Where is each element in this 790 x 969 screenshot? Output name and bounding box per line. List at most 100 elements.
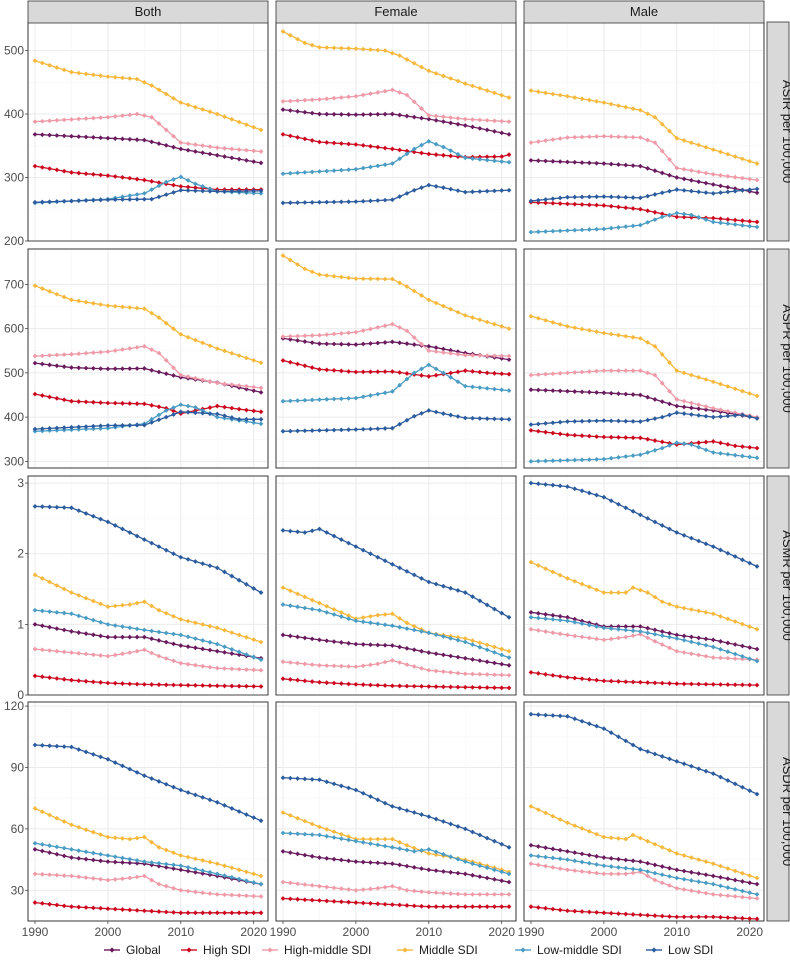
data-point-high-sdi [601, 910, 607, 916]
strip-label-female: Female [374, 4, 417, 19]
data-point-low-middle-sdi [411, 146, 417, 152]
data-point-high-sdi [681, 914, 687, 920]
data-point-global [192, 645, 198, 651]
data-point-high-middle-sdi [477, 891, 483, 897]
data-point-global [353, 112, 359, 118]
panel-asmr-per-100-000-male [523, 475, 765, 696]
data-point-low-sdi [623, 505, 629, 511]
data-point-global [98, 858, 104, 864]
data-point-low-middle-sdi [484, 865, 490, 871]
data-point-global [324, 638, 330, 644]
data-point-middle-sdi [688, 855, 694, 860]
data-point-low-middle-sdi [747, 656, 753, 662]
panel-series-asmr-per-100-000-female [280, 526, 512, 691]
data-point-low-sdi [236, 416, 242, 422]
data-point-high-sdi [623, 679, 629, 685]
data-point-high-middle-sdi [309, 662, 315, 668]
data-point-middle-sdi [32, 572, 38, 578]
data-point-low-sdi [448, 585, 454, 591]
data-point-high-sdi [141, 682, 147, 687]
data-point-low-middle-sdi [338, 836, 344, 842]
data-point-middle-sdi [120, 304, 125, 310]
data-point-high-middle-sdi [397, 325, 403, 330]
data-point-low-sdi [163, 192, 169, 198]
data-point-high-middle-sdi [309, 882, 315, 888]
data-point-high-sdi [375, 369, 381, 375]
data-point-middle-sdi [747, 624, 753, 630]
data-point-high-middle-sdi [90, 652, 96, 658]
data-point-middle-sdi [32, 58, 38, 64]
data-point-low-sdi [338, 199, 344, 205]
data-point-middle-sdi [207, 109, 213, 115]
data-point-high-middle-sdi [637, 368, 643, 374]
data-point-high-middle-sdi [754, 177, 760, 183]
data-point-low-middle-sdi [608, 225, 614, 231]
data-point-global [637, 859, 643, 865]
data-point-high-middle-sdi [185, 141, 191, 147]
data-point-middle-sdi [397, 53, 403, 59]
data-point-low-sdi [732, 413, 738, 418]
data-point-low-sdi [39, 504, 45, 510]
data-point-global [411, 342, 417, 347]
data-point-high-sdi [535, 428, 541, 434]
data-point-low-middle-sdi [455, 379, 461, 385]
data-point-high-sdi [375, 901, 381, 907]
data-point-high-sdi [178, 184, 184, 189]
data-point-low-middle-sdi [637, 222, 643, 228]
x-tick-label: 1990 [22, 925, 49, 939]
data-point-low-middle-sdi [645, 630, 651, 636]
data-point-low-middle-sdi [477, 863, 483, 869]
data-point-low-middle-sdi [462, 859, 468, 865]
data-point-low-sdi [185, 409, 191, 415]
data-point-global [630, 624, 636, 629]
data-point-middle-sdi [185, 102, 191, 108]
data-point-low-sdi [470, 594, 475, 600]
data-point-low-sdi [484, 416, 490, 422]
data-point-high-middle-sdi [579, 869, 585, 874]
data-point-global [579, 160, 585, 166]
data-point-middle-sdi [149, 839, 155, 845]
data-point-global [90, 632, 96, 638]
data-point-low-sdi [346, 785, 352, 791]
data-point-middle-sdi [477, 640, 483, 646]
data-point-global [229, 651, 235, 656]
data-point-high-sdi [448, 153, 454, 159]
data-point-middle-sdi [674, 851, 680, 856]
data-point-low-middle-sdi [214, 871, 220, 877]
data-point-low-middle-sdi [192, 181, 198, 187]
data-point-middle-sdi [710, 379, 716, 385]
data-point-low-middle-sdi [703, 880, 709, 886]
data-point-low-middle-sdi [433, 366, 439, 372]
data-point-high-sdi [543, 200, 548, 206]
data-point-high-sdi [353, 369, 359, 375]
data-point-middle-sdi [652, 841, 658, 847]
data-point-low-middle-sdi [506, 871, 512, 877]
data-point-middle-sdi [601, 330, 607, 336]
data-point-global [39, 848, 45, 854]
data-point-low-middle-sdi [200, 638, 206, 643]
data-point-high-middle-sdi [382, 323, 388, 329]
data-point-low-sdi [397, 421, 403, 427]
data-point-low-middle-sdi [579, 457, 585, 463]
data-point-high-sdi [637, 912, 643, 918]
data-point-low-middle-sdi [535, 853, 541, 859]
data-point-high-sdi [426, 151, 432, 157]
data-point-low-sdi [572, 486, 578, 492]
data-point-global [112, 366, 118, 372]
data-point-low-sdi [557, 483, 563, 489]
data-point-low-middle-sdi [236, 649, 242, 655]
data-point-low-middle-sdi [90, 426, 96, 432]
data-point-high-sdi [120, 681, 125, 686]
data-point-high-sdi [550, 672, 556, 678]
data-point-middle-sdi [630, 106, 636, 112]
data-point-high-middle-sdi [616, 368, 621, 374]
panel-series-asdr-per-100-000-both [32, 742, 264, 916]
data-point-high-sdi [499, 154, 505, 159]
data-point-high-middle-sdi [389, 883, 395, 889]
data-point-low-sdi [411, 810, 417, 815]
data-point-global [76, 365, 82, 371]
data-point-global [331, 856, 337, 862]
data-point-high-sdi [404, 683, 410, 689]
data-point-low-sdi [105, 519, 111, 525]
data-point-low-sdi [426, 814, 432, 820]
